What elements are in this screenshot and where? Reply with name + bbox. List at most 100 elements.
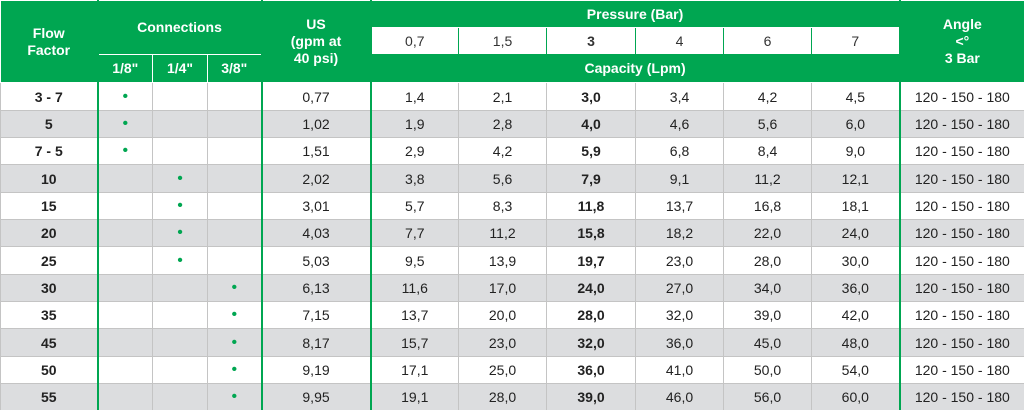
table-cell: 28,0 — [546, 301, 637, 329]
table-cell: 8,3 — [458, 192, 548, 220]
table-cell: 54,0 — [811, 356, 901, 384]
table-cell: 1,9 — [369, 110, 460, 138]
header-row: Flow Factor Connections US (gpm at 40 psi) Pre… — [0, 0, 1024, 83]
table-cell: • — [96, 110, 153, 138]
table-cell: 120 - 150 - 180 — [898, 219, 1024, 247]
table-cell: 41,0 — [635, 356, 725, 384]
table-cell: 13,9 — [458, 246, 548, 275]
table-cell: 22,0 — [723, 219, 813, 247]
table-cell — [206, 110, 263, 138]
table-cell: 9,95 — [260, 383, 372, 410]
table-cell: 120 - 150 - 180 — [898, 137, 1024, 165]
table-cell: 5,6 — [723, 110, 813, 138]
header-row: 0,7 1,5 3 4 6 7 — [1, 27, 1024, 55]
table-cell: • — [206, 356, 263, 384]
table-cell: 15 — [0, 192, 98, 220]
table-cell: 3,4 — [635, 82, 725, 111]
table-cell: 24,0 — [546, 274, 637, 302]
header-cell: Angle <° 3 Bar — [898, 0, 1024, 83]
table-cell: 2,02 — [260, 164, 372, 193]
table-cell: 120 - 150 - 180 — [898, 110, 1024, 138]
pressure-cell: 7 — [811, 27, 901, 55]
header-line: Flow — [32, 24, 65, 41]
header-cell: 3/8" — [206, 54, 263, 83]
header-row: 1/8" 1/4" 3/8" Capacity (Lpm) — [1, 54, 1024, 83]
table-cell: 13,7 — [635, 192, 725, 220]
table-cell: 7,15 — [260, 301, 372, 329]
header-cell: US (gpm at 40 psi) — [260, 0, 372, 83]
table-cell: 25 — [0, 246, 98, 275]
header-line: <° — [955, 33, 970, 49]
table-cell — [96, 219, 153, 247]
table-cell: 55 — [0, 383, 98, 410]
table-cell — [96, 246, 153, 275]
pressure-cell: 0,7 — [369, 27, 460, 55]
table-cell: 42,0 — [811, 301, 901, 329]
table-cell: • — [206, 328, 263, 357]
table-cell — [206, 192, 263, 220]
table-cell: 30,0 — [811, 246, 901, 275]
table-cell: 20 — [0, 219, 98, 247]
table-cell: 120 - 150 - 180 — [898, 301, 1024, 329]
table-cell — [152, 356, 208, 384]
header-line: (gpm at — [290, 33, 342, 49]
table-cell: 11,6 — [369, 274, 460, 302]
table-cell: 4,6 — [635, 110, 725, 138]
header-line: 3 Bar — [944, 50, 980, 66]
table-cell: • — [206, 301, 263, 329]
table-cell: 48,0 — [811, 328, 901, 357]
table-cell — [152, 301, 208, 329]
table-cell: • — [206, 274, 263, 302]
table-cell: 39,0 — [723, 301, 813, 329]
table-cell: 25,0 — [458, 356, 548, 384]
table-cell — [206, 219, 263, 247]
table-cell — [152, 137, 208, 165]
table-row: 55 • 9,95 19,1 28,0 39,0 46,0 56,0 60,0 120 - 150… — [0, 383, 1024, 410]
header-cell: Connections — [96, 0, 263, 55]
table-cell — [96, 164, 153, 193]
table-row: 7 - 5 • 1,51 2,9 4,2 5,9 6,8 8,4 9,0 120 - 150 - … — [0, 137, 1024, 165]
table-cell: 4,2 — [458, 137, 548, 165]
table-cell: 18,2 — [635, 219, 725, 247]
pressure-cell: 6 — [723, 27, 813, 55]
table-cell: 6,13 — [260, 274, 372, 302]
table-cell: 20,0 — [458, 301, 548, 329]
table-cell: 46,0 — [635, 383, 725, 410]
table-cell: 7,7 — [369, 219, 460, 247]
table-cell: 3,01 — [260, 192, 372, 220]
table-cell: 9,1 — [635, 164, 725, 193]
table-cell: 1,51 — [260, 137, 372, 165]
table-cell: 11,2 — [723, 164, 813, 193]
table-cell: 27,0 — [635, 274, 725, 302]
table-cell: • — [96, 82, 153, 111]
header-cell: Pressure (Bar) — [369, 0, 901, 28]
table-header: Flow Factor Connections US (gpm at 40 psi) Pre… — [0, 0, 1024, 83]
table-cell: 6,8 — [635, 137, 725, 165]
table-cell — [96, 192, 153, 220]
table-row: 3 - 7 • 0,77 1,4 2,1 3,0 3,4 4,2 4,5 120 - 150 - … — [0, 82, 1024, 111]
table-cell: 5,6 — [458, 164, 548, 193]
table-cell — [96, 301, 153, 329]
table-cell: 2,1 — [458, 82, 548, 111]
table-cell — [96, 274, 153, 302]
header-line: 40 psi) — [293, 50, 339, 66]
header-cell: 1/4" — [152, 54, 208, 83]
table-row: 20 • 4,03 7,7 11,2 15,8 18,2 22,0 24,0 120 - 150 … — [0, 219, 1024, 247]
table-cell: 4,03 — [260, 219, 372, 247]
table-cell: 35 — [0, 301, 98, 329]
table-cell: 36,0 — [546, 356, 637, 384]
table-cell: • — [152, 219, 208, 247]
table-cell: 9,19 — [260, 356, 372, 384]
table-cell: 39,0 — [546, 383, 637, 410]
table-cell: 120 - 150 - 180 — [898, 274, 1024, 302]
table-cell: 5,7 — [369, 192, 460, 220]
table-cell: 5 — [0, 110, 98, 138]
table-cell: 45,0 — [723, 328, 813, 357]
header-line: Factor — [27, 41, 71, 58]
table-row: 30 • 6,13 11,6 17,0 24,0 27,0 34,0 36,0 120 - 150… — [0, 274, 1024, 302]
header-cell: 1/8" — [96, 54, 153, 83]
pressure-cell: 4 — [635, 27, 725, 55]
table-cell: 1,4 — [369, 82, 460, 111]
table-cell: 8,4 — [723, 137, 813, 165]
